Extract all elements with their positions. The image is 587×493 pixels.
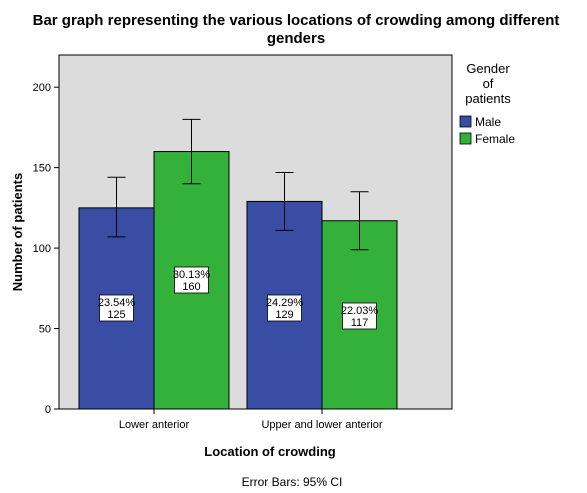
chart-title-line-2: genders: [267, 30, 325, 47]
y-tick-label-1: 50: [39, 324, 51, 336]
y-axis-title: Number of patients: [10, 173, 25, 291]
data-label-count-female-1: 117: [351, 317, 369, 329]
bars: [78, 151, 398, 410]
data-label-box-male-1: [267, 294, 302, 322]
data-label-percent-male-0: 23.54%: [98, 297, 136, 309]
data-label-count-male-1: 129: [275, 309, 293, 321]
data-label-percent-male-1: 24.29%: [266, 297, 304, 309]
data-labels: 23.54%125 30.13%160 24.29%129 22.03%117: [98, 266, 379, 330]
legend-swatch-male: [459, 115, 472, 128]
legend-title-line-2: of: [483, 76, 494, 91]
data-label-box-female-0: [174, 266, 209, 294]
legend: Gender of patients Male Female: [459, 61, 515, 146]
y-axis: 0 50 100 150 200: [33, 82, 59, 416]
legend-label-male: Male: [475, 115, 501, 129]
x-tick-label-0: Lower anterior: [119, 419, 190, 431]
data-label-percent-female-0: 30.13%: [173, 269, 211, 281]
x-axis: Lower anterior Upper and lower anterior: [119, 409, 383, 431]
legend-title-line-1: Gender: [466, 61, 510, 76]
error-bars-footnote: Error Bars: 95% CI: [242, 475, 343, 489]
y-tick-label-3: 150: [33, 163, 51, 175]
y-tick-label-4: 200: [33, 82, 51, 94]
data-label-count-female-0: 160: [182, 281, 200, 293]
legend-title-line-3: patients: [465, 91, 511, 106]
data-label-percent-female-1: 22.03%: [341, 305, 379, 317]
data-label-count-male-0: 125: [107, 309, 125, 321]
data-label-box-male-0: [99, 294, 134, 322]
error-bars: [107, 118, 369, 251]
y-tick-label-0: 0: [45, 404, 51, 416]
chart-title-line-1: Bar graph representing the various locat…: [33, 12, 560, 29]
x-axis-title: Location of crowding: [204, 444, 335, 459]
legend-swatch-female: [459, 132, 472, 145]
data-label-box-female-1: [342, 302, 377, 330]
y-tick-label-2: 100: [33, 243, 51, 255]
legend-label-female: Female: [475, 132, 515, 146]
x-tick-label-1: Upper and lower anterior: [261, 419, 382, 431]
